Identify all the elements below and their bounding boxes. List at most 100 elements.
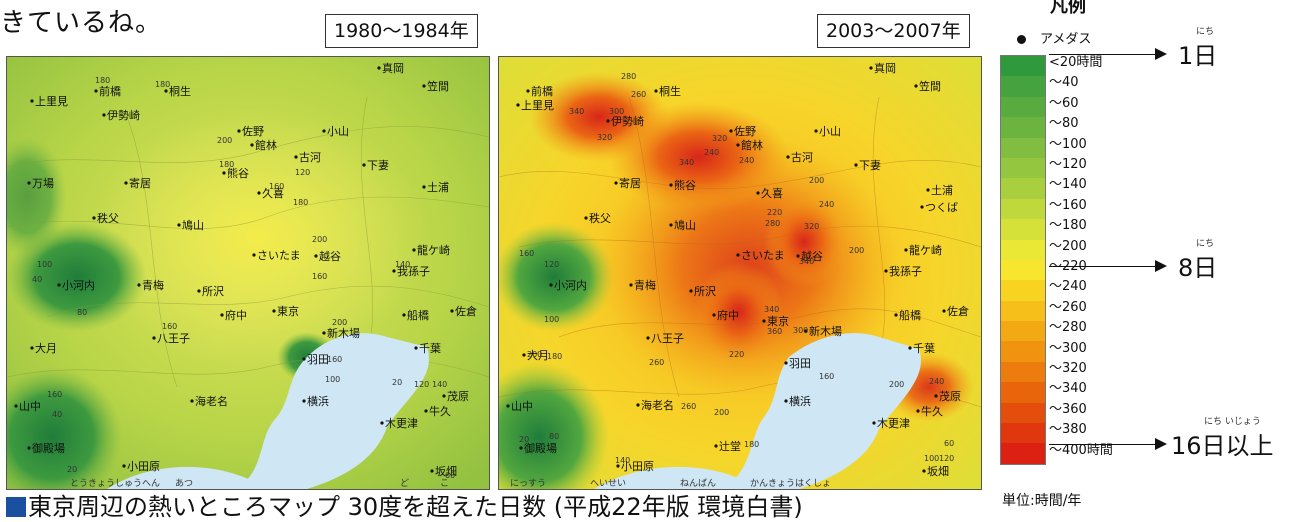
city-label: 越谷 xyxy=(319,249,341,263)
legend-swatch xyxy=(1001,341,1045,362)
amedas-station-dot xyxy=(884,269,888,273)
amedas-station-dot xyxy=(322,331,326,335)
amedas-station-dot xyxy=(197,289,201,293)
day-marker-line-1 xyxy=(1049,54,1157,55)
contour-value-label: 240 xyxy=(704,148,719,157)
amedas-station-dot xyxy=(762,319,766,323)
amedas-station-dot xyxy=(804,329,808,333)
legend-swatch xyxy=(1001,300,1045,322)
legend-step-label: 〜120 xyxy=(1049,157,1087,172)
city-label: 牛久 xyxy=(429,404,451,418)
contour-value-label: 160 xyxy=(269,182,284,191)
city-label: 伊勢崎 xyxy=(611,114,644,128)
city-label: 山中 xyxy=(19,400,41,413)
amedas-station-dot xyxy=(506,404,510,408)
legend-step-label: 〜220 xyxy=(1049,259,1087,274)
contour-value-label: 180 xyxy=(547,352,562,361)
contour-value-label: 260 xyxy=(649,358,664,367)
contour-value-label: 280 xyxy=(621,72,636,81)
legend-swatch xyxy=(1001,137,1045,158)
day-marker-line-3 xyxy=(1049,444,1157,445)
amedas-station-dot xyxy=(526,89,530,93)
amedas-station-dot xyxy=(736,253,740,257)
caption-text: 東京周辺の熱いところマップ 30度を超えた日数 (平成22年版 環境白書) xyxy=(28,493,803,521)
amedas-station-dot xyxy=(904,248,908,252)
city-label: 東京 xyxy=(767,314,789,328)
city-label: 大月 xyxy=(527,348,549,362)
contour-value-label: 40 xyxy=(32,275,42,284)
city-label: 大月 xyxy=(35,341,57,355)
amedas-station-dot xyxy=(714,444,718,448)
contour-value-label: 340 xyxy=(799,257,814,266)
amedas-station-dot xyxy=(250,143,254,147)
city-label: 海老名 xyxy=(195,394,228,408)
amedas-station-dot xyxy=(257,191,261,195)
legend-color-scale xyxy=(1000,55,1046,465)
contour-value-label: 200 xyxy=(312,235,327,244)
amedas-station-dot xyxy=(869,66,873,70)
heat-map-2003-2007: 前橋 真岡 笠間 上里見 桐生 伊勢崎 佐野 小山 館林 古河 熊谷 下妻 寄居 久喜 つくば 土浦 秩父 鳩山龍… xyxy=(498,56,982,490)
legend-step-label: 〜260 xyxy=(1049,299,1087,315)
city-label: 佐野 xyxy=(734,124,756,138)
legend-swatch xyxy=(1001,157,1045,179)
amedas-station-dot xyxy=(102,113,106,117)
amedas-station-dot xyxy=(220,313,224,317)
city-label: 館林 xyxy=(741,138,763,152)
amedas-station-dot xyxy=(302,399,306,403)
city-label: 羽田 xyxy=(307,353,329,366)
legend-step-label: 〜380 xyxy=(1049,422,1087,438)
city-label: 千葉 xyxy=(913,341,935,355)
city-label: 茂原 xyxy=(939,389,961,403)
city-label: 辻堂 xyxy=(719,439,741,453)
amedas-station-dot xyxy=(872,421,876,425)
amedas-station-dot xyxy=(57,283,61,287)
city-label: 羽田 xyxy=(789,357,811,370)
contour-value-label: 160 xyxy=(162,322,177,331)
contour-value-label: 160 xyxy=(47,390,62,399)
contour-value-label: 320 xyxy=(804,222,819,231)
city-label: 小河内 xyxy=(62,278,95,292)
amedas-station-dot xyxy=(606,119,610,123)
city-label: 小山 xyxy=(327,125,349,138)
legend-swatch xyxy=(1001,361,1045,383)
amedas-station-dot xyxy=(894,313,898,317)
city-label: さいたま xyxy=(257,249,301,262)
legend-step-label: 〜360 xyxy=(1049,401,1087,417)
contour-value-label: 180 xyxy=(155,80,170,89)
amedas-station-dot xyxy=(908,346,912,350)
legend-swatch xyxy=(1001,178,1045,199)
city-label: 上里見 xyxy=(521,99,554,112)
amedas-station-dot xyxy=(237,129,241,133)
contour-value-label: 120 xyxy=(414,380,429,389)
amedas-station-dot xyxy=(222,171,226,175)
legend-step-label: 〜280 xyxy=(1049,320,1087,336)
city-label: 古河 xyxy=(299,151,321,164)
amedas-station-dot xyxy=(30,99,34,103)
city-label: 八王子 xyxy=(157,332,190,345)
caption: 東京周辺の熱いところマップ 30度を超えた日数 (平成22年版 環境白書) xyxy=(6,487,803,522)
amedas-station-dot xyxy=(646,336,650,340)
period-label-1980: 1980〜1984年 xyxy=(325,14,478,48)
amedas-station-dot xyxy=(412,248,416,252)
amedas-station-dot xyxy=(756,191,760,195)
city-label: 小田原 xyxy=(621,460,654,473)
city-label: 鳩山 xyxy=(182,218,204,232)
amedas-station-dot xyxy=(519,446,523,450)
sagami-bay xyxy=(594,466,759,489)
day-marker-line-2 xyxy=(1049,266,1157,267)
city-label: 所沢 xyxy=(202,284,224,298)
amedas-station-dot xyxy=(934,394,938,398)
city-label: 青梅 xyxy=(142,278,164,292)
city-label: 坂畑 xyxy=(927,465,949,478)
square-bullet-icon xyxy=(6,497,26,517)
caption-ruby: へいせい xyxy=(590,479,627,489)
contour-value-label: 340 xyxy=(569,107,584,116)
legend-swatch xyxy=(1001,423,1045,444)
contour-value-label: 20 xyxy=(519,435,529,444)
contour-value-label: 280 xyxy=(765,219,780,228)
amedas-station-dot xyxy=(669,183,673,187)
city-label: 桐生 xyxy=(659,84,681,98)
contour-value-label: 300 xyxy=(609,107,624,116)
amedas-station-dot xyxy=(736,143,740,147)
legend-step-label: 〜160 xyxy=(1049,197,1087,213)
